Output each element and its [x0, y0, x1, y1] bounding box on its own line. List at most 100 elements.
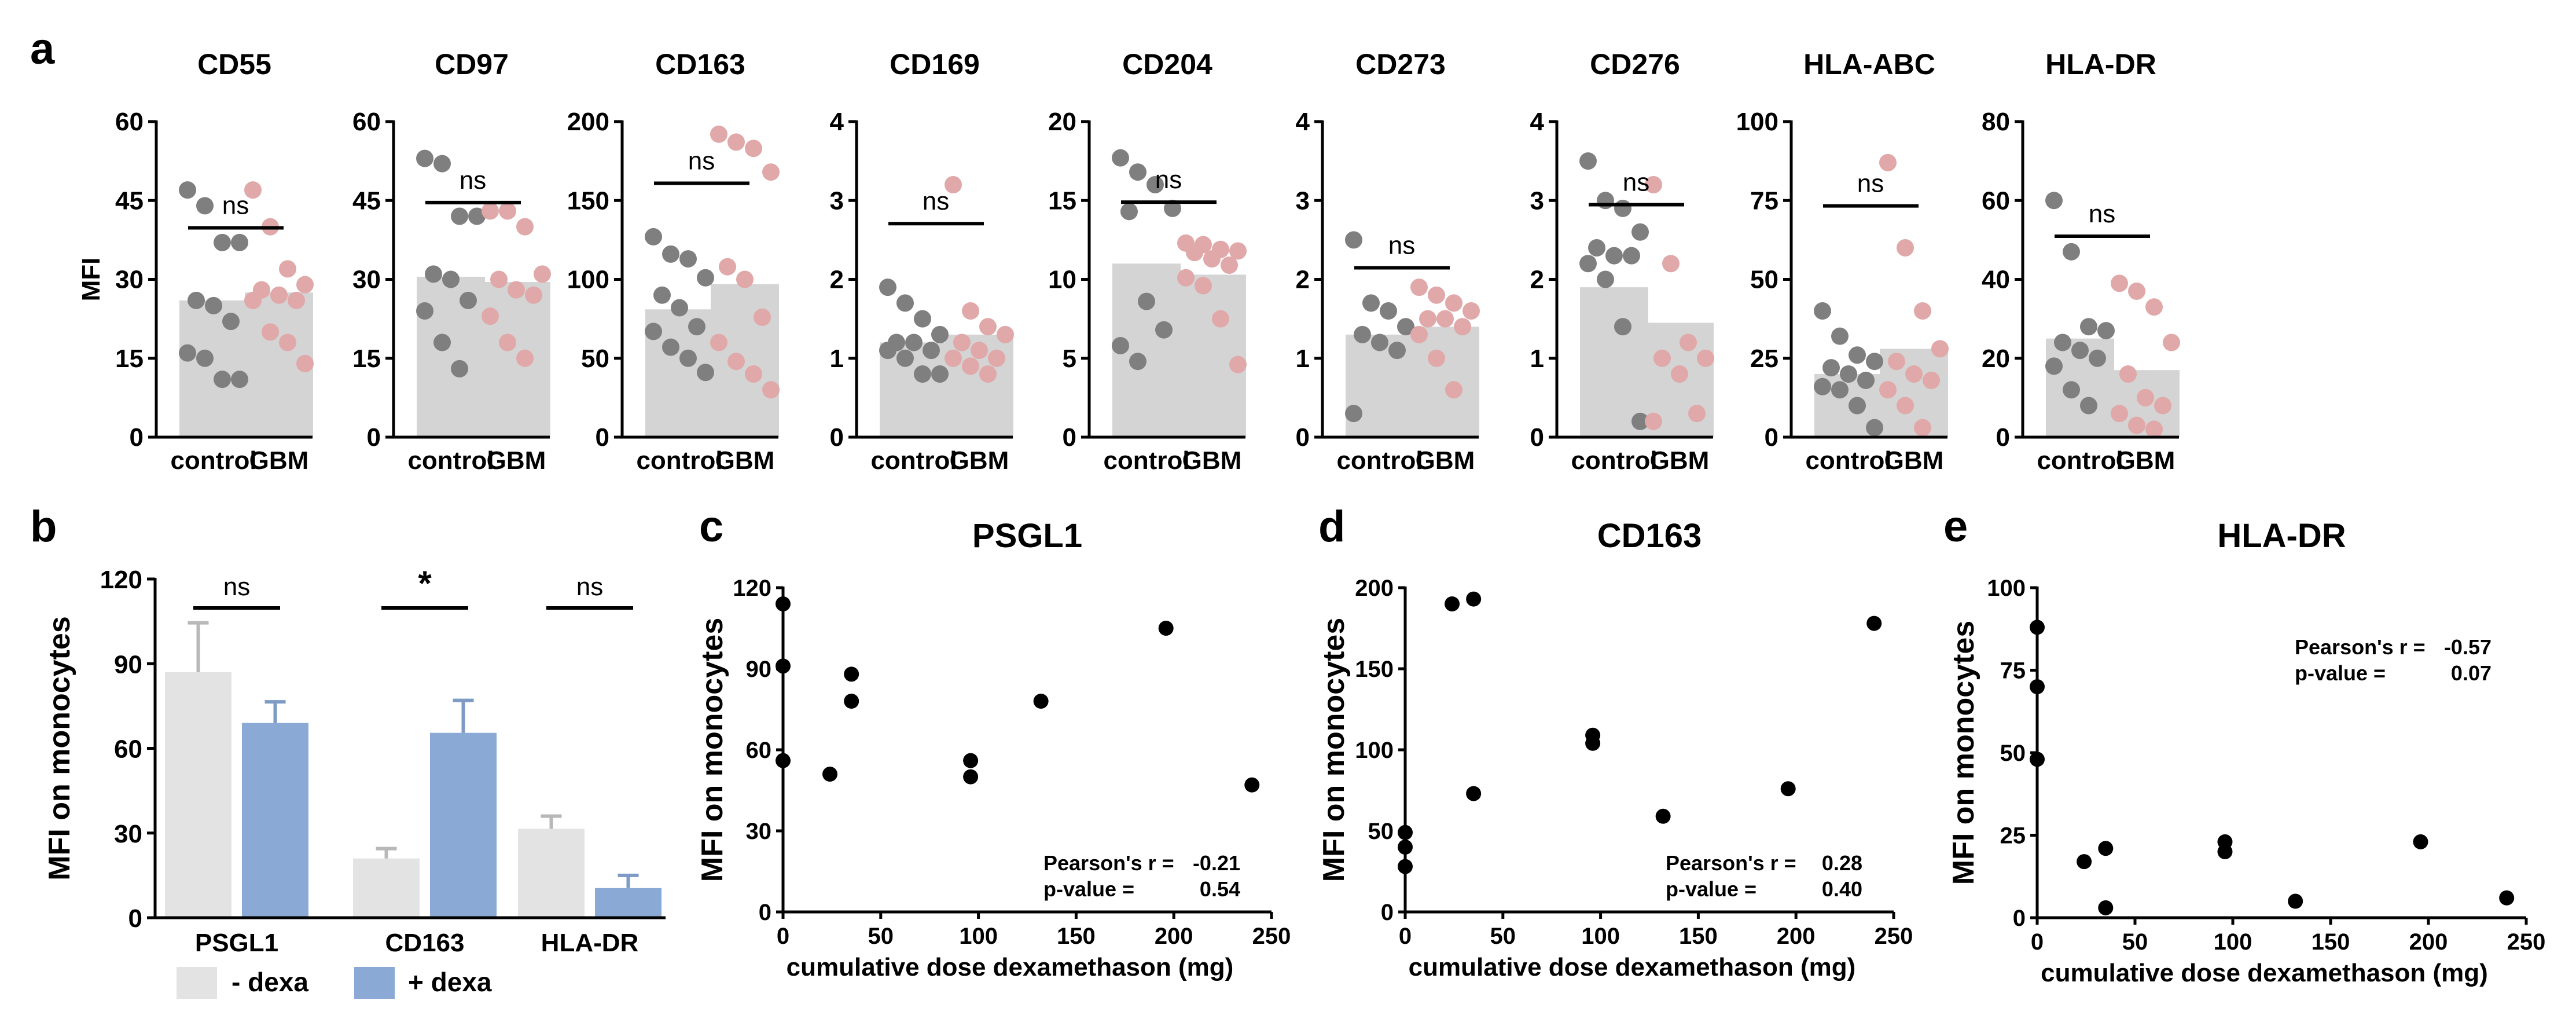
gbm-point [2145, 298, 2163, 316]
control-point [214, 233, 231, 251]
control-point [1354, 325, 1371, 343]
gbm-point [1445, 294, 1462, 312]
y-axis-label: MFI on monocytes [1947, 621, 1980, 885]
category-label: GBM [249, 446, 309, 475]
y-tick-label: 200 [567, 108, 609, 136]
control-point [468, 207, 486, 225]
gbm-point [979, 318, 997, 336]
gbm-point [1186, 244, 1203, 262]
y-tick-label: 50 [581, 345, 609, 373]
bar-psgl1-plus-dexa [242, 723, 308, 918]
gbm-point [508, 281, 525, 299]
control-point [2097, 322, 2115, 340]
data-point [2030, 752, 2045, 767]
gbm-point [1680, 334, 1697, 351]
category-label: GBM [1650, 446, 1710, 475]
data-point [1780, 781, 1796, 797]
data-point [2288, 893, 2303, 909]
x-tick-label: 100 [1581, 924, 1620, 949]
significance-label: ns [460, 166, 486, 195]
y-tick-label: 150 [1355, 657, 1394, 682]
gbm-point [745, 140, 762, 157]
panel-title: CD97 [435, 48, 509, 80]
control-point [1345, 231, 1362, 249]
gbm-point [953, 334, 971, 351]
stats-r-value: -0.21 [1193, 851, 1240, 875]
panel-label-d: d [1318, 502, 1345, 551]
control-point [1831, 327, 1849, 345]
data-point [776, 596, 791, 611]
y-tick-label: 50 [2000, 741, 2026, 766]
gbm-point [296, 354, 314, 372]
significance-label: ns [2089, 200, 2115, 228]
gbm-point [1229, 356, 1247, 373]
y-tick-label: 30 [115, 266, 144, 294]
gbm-point [244, 291, 262, 309]
x-tick-label: 200 [1155, 924, 1193, 949]
significance-label: ns [576, 573, 603, 601]
panel-e: 0 25 50 75 100 0 50 100 150 200 250 HLA-DR cumulativ… [1947, 517, 2545, 987]
panel-b: PSGL1 ns CD163 * HLA-DR ns 0 30 60 90 120 MFI on mo… [43, 564, 666, 999]
control-point [1623, 247, 1640, 265]
y-tick-label: 0 [130, 423, 144, 452]
control-point [1866, 353, 1883, 371]
gbm-point [2154, 397, 2171, 415]
y-tick-label: 0 [2013, 906, 2026, 931]
significance-label: ns [1155, 166, 1182, 194]
significance-label: ns [923, 187, 949, 215]
data-point [1398, 840, 1413, 855]
gbm-point [962, 302, 979, 320]
control-point [688, 318, 705, 336]
control-point [896, 294, 914, 312]
x-tick-label: 50 [868, 924, 894, 949]
control-point [460, 291, 477, 309]
x-axis-label: cumulative dose dexamethason (mg) [787, 953, 1234, 981]
stats-p-value: 0.40 [1822, 877, 1862, 901]
y-tick-label: 25 [1750, 345, 1778, 373]
panel-title: HLA-ABC [1803, 48, 1935, 80]
data-point [844, 666, 859, 682]
data-point [2030, 679, 2045, 694]
y-tick-label: 1 [1296, 345, 1310, 373]
data-point [1033, 694, 1049, 709]
y-tick-label: 150 [567, 186, 609, 215]
y-tick-label: 60 [114, 735, 142, 764]
y-tick-label: 4 [830, 108, 844, 136]
x-tick-label: 200 [1777, 924, 1816, 949]
control-point [1164, 199, 1181, 217]
gbm-point [1212, 310, 1229, 328]
gbm-point [1914, 302, 1931, 320]
category-label: GBM [487, 446, 546, 475]
gbm-point [525, 286, 542, 304]
stats-r-value: 0.28 [1822, 851, 1862, 875]
y-tick-label: 0 [1296, 423, 1310, 452]
control-point [931, 365, 949, 383]
control-point [442, 270, 460, 288]
significance-label: ns [688, 146, 715, 175]
y-tick-label: 45 [115, 186, 144, 215]
gbm-point [2119, 365, 2137, 383]
control-point [196, 197, 214, 215]
gbm-point [1177, 269, 1195, 287]
control-point [1614, 199, 1631, 217]
gbm-point [499, 202, 516, 220]
control-point [188, 291, 205, 309]
category-label: control [407, 446, 494, 475]
y-tick-label: 0 [596, 423, 609, 452]
y-tick-label: 60 [115, 108, 144, 136]
stats-r-value: -0.57 [2444, 635, 2492, 659]
gbm-point [270, 286, 288, 304]
gbm-point [2128, 416, 2145, 434]
control-point [1857, 371, 1875, 389]
control-point [923, 342, 940, 360]
panel-title: PSGL1 [972, 517, 1082, 555]
x-tick-label: 150 [1057, 924, 1096, 949]
y-tick-label: 0 [830, 423, 844, 452]
control-point [1866, 419, 1883, 437]
data-point [1466, 591, 1482, 607]
control-point [1371, 334, 1388, 351]
gbm-point [988, 349, 1005, 367]
bar-gbm [482, 282, 550, 437]
y-tick-label: 100 [1736, 108, 1778, 136]
